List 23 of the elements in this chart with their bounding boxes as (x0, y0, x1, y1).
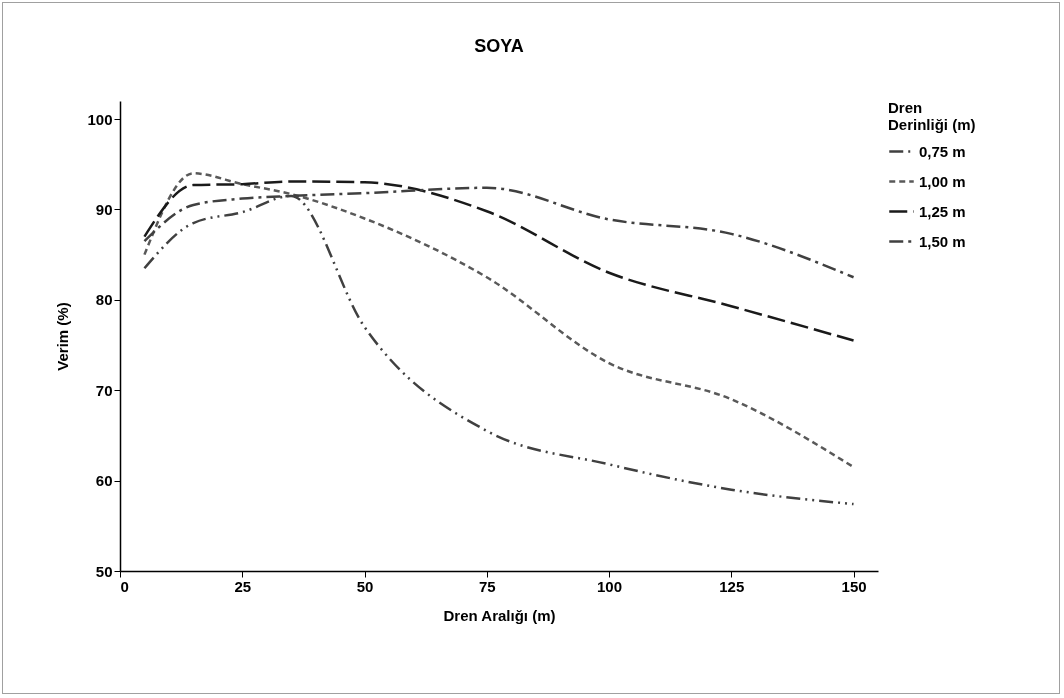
y-tick-label: 100 (87, 110, 113, 128)
legend-label: 0,75 m (919, 142, 966, 160)
x-tick-label: 75 (478, 577, 496, 595)
legend-label: 1,25 m (919, 202, 966, 220)
legend-label: 1,50 m (919, 232, 966, 250)
x-tick-label: 125 (719, 577, 745, 595)
y-tick-label: 90 (95, 200, 113, 218)
x-tick-label: 0 (120, 577, 129, 595)
legend-label: 1,00 m (919, 172, 966, 190)
x-tick-label: 50 (356, 577, 374, 595)
y-tick-label: 60 (95, 472, 113, 490)
y-tick-label: 50 (95, 562, 113, 580)
line-series (143, 180, 855, 342)
line-series (143, 172, 855, 469)
y-tick-label: 80 (95, 291, 113, 309)
x-tick-label: 150 (841, 577, 867, 595)
x-tick-label: 25 (234, 577, 252, 595)
legend-title: Dren Derinliği (m) (888, 99, 976, 133)
y-axis-title: Verim (%) (54, 302, 72, 371)
chart-title: SOYA (474, 36, 524, 56)
x-axis-title: Dren Aralığı (m) (443, 606, 556, 624)
y-tick-label: 70 (95, 381, 113, 399)
x-tick-label: 100 (597, 577, 623, 595)
